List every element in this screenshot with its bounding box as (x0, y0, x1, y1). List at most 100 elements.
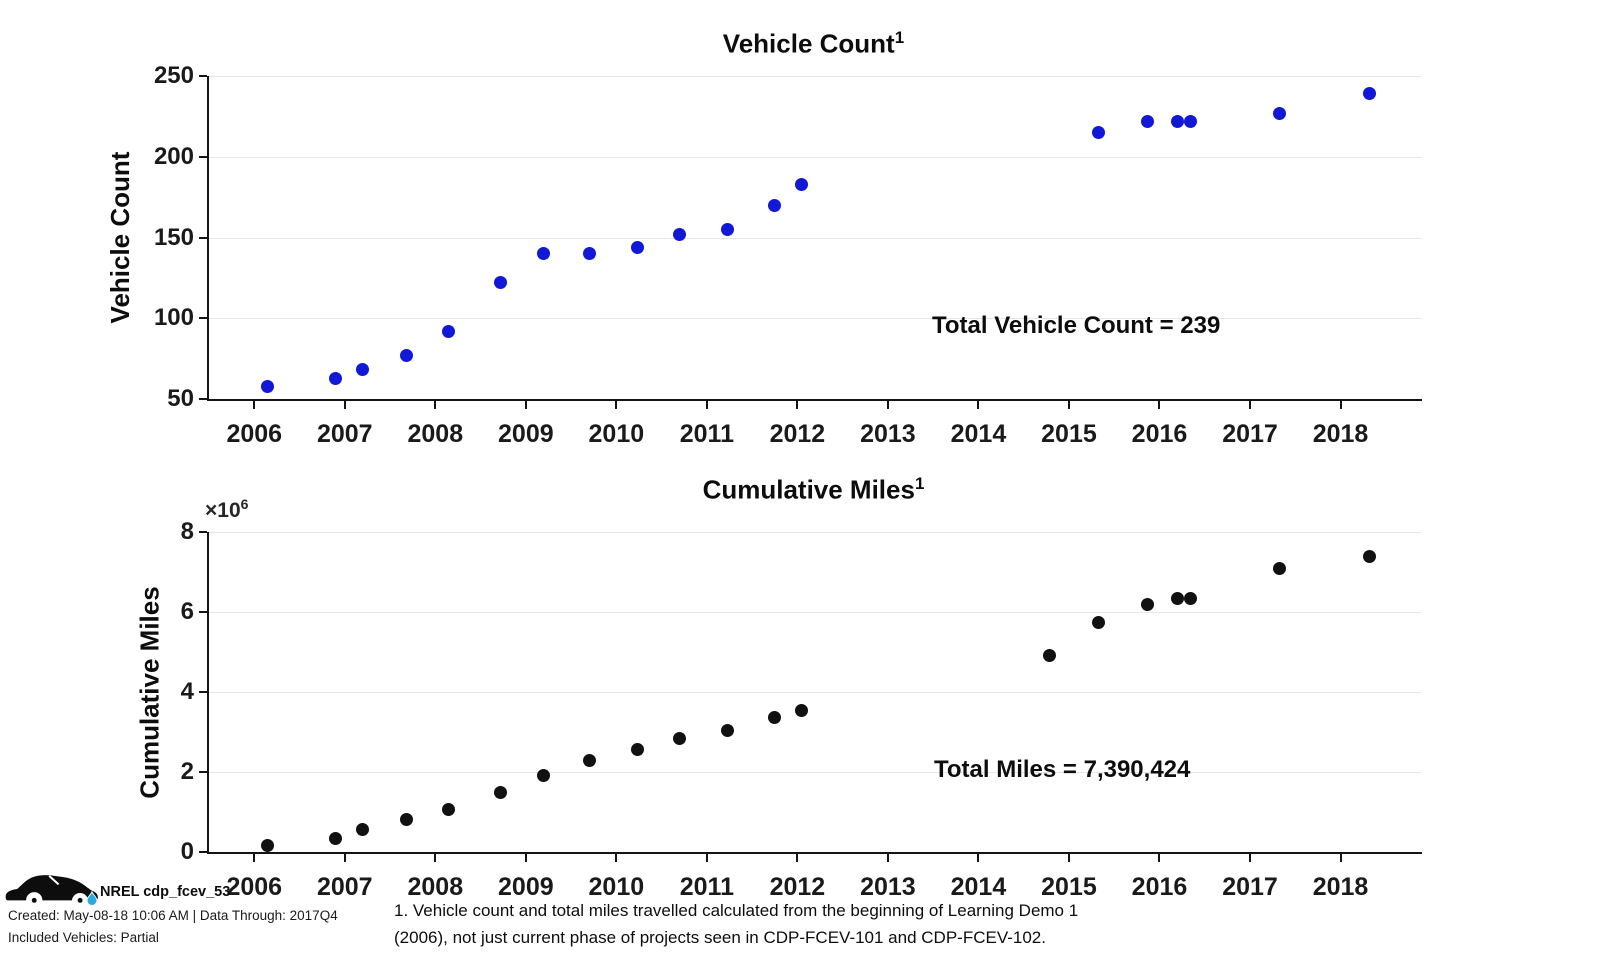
data-point (493, 786, 507, 800)
data-point (537, 247, 551, 261)
x-tick-label: 2008 (407, 873, 464, 901)
x-tick-label: 2007 (316, 873, 373, 901)
gridline (209, 692, 1422, 693)
data-point (721, 724, 735, 738)
vehicle-count-title: Vehicle Count1 (207, 28, 1420, 60)
report-id: NREL cdp_fcev_53 (100, 884, 231, 900)
gridline (209, 612, 1422, 613)
y-tick-label: 0 (180, 838, 194, 865)
data-point (768, 711, 782, 725)
data-point (1171, 591, 1185, 605)
x-tick-label: 2009 (498, 873, 554, 901)
x-tick-label: 2013 (860, 873, 916, 901)
x-tick-mark (343, 854, 346, 862)
x-tick-mark (1339, 854, 1342, 862)
x-tick-mark (977, 854, 980, 862)
x-tick-mark (615, 854, 618, 862)
data-point (1092, 126, 1106, 140)
x-tick-mark (705, 401, 708, 409)
gridline (209, 772, 1422, 773)
y-axis-multiplier-label: ×106 (205, 496, 248, 523)
data-point (673, 732, 687, 746)
created-data-through-line: Created: May-08-18 10:06 AM | Data Throu… (8, 908, 338, 923)
data-point (630, 743, 644, 757)
data-point (630, 240, 644, 254)
gridline (209, 532, 1422, 533)
data-point (1362, 87, 1376, 101)
x-tick-label: 2007 (316, 420, 373, 448)
y-tick-label: 2 (180, 758, 194, 785)
data-point (1042, 648, 1056, 662)
data-point (537, 769, 551, 783)
x-tick-label: 2016 (1131, 873, 1188, 901)
x-tick-mark (796, 401, 799, 409)
data-point (582, 754, 596, 768)
multiplier-base: ×10 (205, 499, 241, 522)
car-windshield (48, 875, 60, 886)
data-point (1171, 114, 1185, 128)
y-tick-label: 200 (153, 142, 194, 170)
x-tick-mark (434, 401, 437, 409)
x-tick-label: 2010 (588, 420, 645, 448)
y-tick-label: 6 (180, 598, 194, 625)
y-tick-label: 4 (180, 678, 194, 705)
x-tick-mark (1158, 401, 1161, 409)
y-tick-mark (199, 691, 207, 693)
data-point (1183, 591, 1197, 605)
x-tick-mark (253, 854, 256, 862)
gridline (209, 76, 1422, 77)
data-point (1092, 616, 1106, 630)
car-body (5, 875, 98, 901)
y-tick-mark (199, 771, 207, 773)
x-tick-mark (615, 401, 618, 409)
x-tick-label: 2017 (1222, 873, 1278, 901)
x-tick-label: 2009 (498, 420, 554, 448)
y-tick-mark (199, 611, 207, 613)
data-point (582, 247, 596, 261)
x-tick-label: 2011 (679, 420, 734, 448)
data-point (795, 177, 809, 191)
cumulative-miles-plot-area: ×106 Total Miles = 7,390,424 0 2 4 6 8 2006 20… (181, 496, 1422, 901)
cumulative-miles-title-footnote-marker: 1 (914, 474, 925, 493)
x-tick-label: 2014 (950, 873, 1007, 901)
y-tick-mark (199, 236, 207, 239)
y-tick-label: 50 (167, 385, 194, 412)
nrel-car-icon (5, 875, 98, 907)
x-tick-mark (977, 401, 980, 409)
y-tick-mark (199, 75, 207, 77)
x-tick-label: 2015 (1041, 420, 1097, 448)
y-tick-mark (199, 398, 207, 400)
x-tick-label: 2008 (407, 420, 464, 448)
y-tick-mark (199, 155, 207, 158)
car-front-hub (77, 897, 83, 903)
total-miles-annotation: Total Miles = 7,390,424 (934, 756, 1191, 783)
x-tick-label: 2015 (1041, 873, 1097, 901)
x-tick-label: 2016 (1131, 420, 1188, 448)
data-point (1183, 114, 1197, 128)
data-point (329, 831, 343, 845)
x-tick-label: 2013 (860, 420, 916, 448)
x-tick-mark (705, 854, 708, 862)
x-tick-mark (1067, 854, 1070, 862)
data-point (356, 823, 370, 837)
x-tick-label: 2012 (769, 873, 826, 901)
x-tick-label: 2018 (1312, 420, 1369, 448)
data-point (1141, 114, 1155, 128)
x-tick-label: 2014 (950, 420, 1007, 448)
footnote: 1. Vehicle count and total miles travell… (394, 898, 1214, 951)
data-point (1362, 549, 1376, 563)
data-point (795, 704, 809, 718)
total-vehicle-count-annotation: Total Vehicle Count = 239 (932, 312, 1221, 339)
y-tick-label: 250 (153, 62, 194, 89)
data-point (329, 371, 343, 385)
x-tick-mark (1067, 401, 1070, 409)
data-point (261, 839, 275, 853)
data-point (261, 379, 275, 393)
x-tick-label: 2010 (588, 873, 645, 901)
x-tick-mark (524, 401, 527, 409)
y-tick-mark (199, 531, 207, 533)
x-tick-mark (253, 401, 256, 409)
y-tick-label: 8 (180, 518, 194, 545)
cumulative-miles-title: Cumulative Miles1 (207, 474, 1420, 506)
data-point (356, 363, 370, 377)
